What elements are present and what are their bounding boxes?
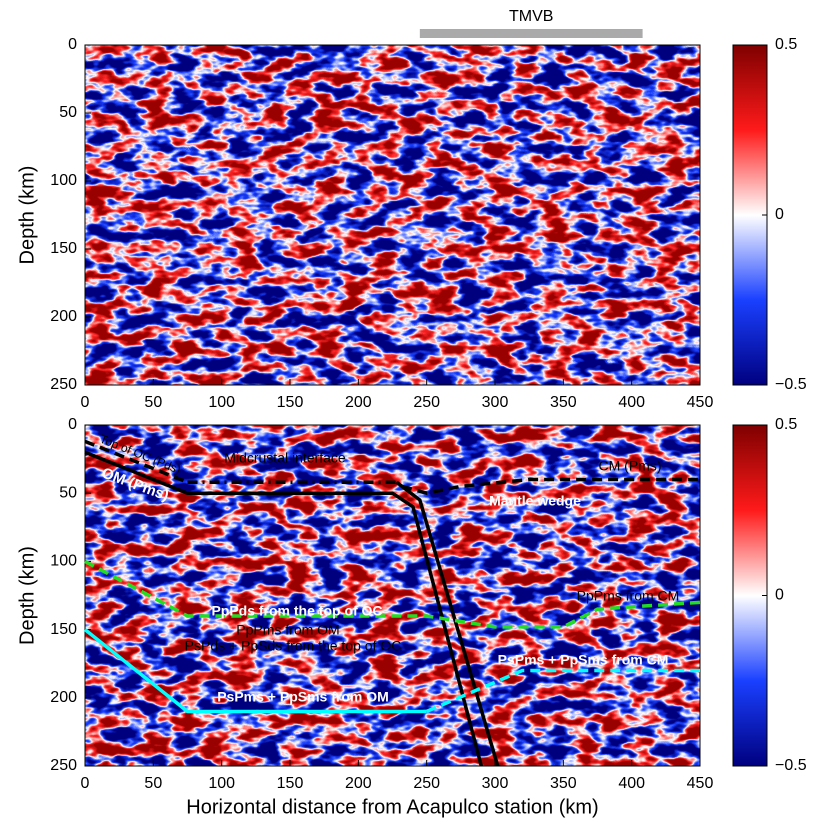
x-tick-label: 350 <box>550 394 577 411</box>
y-tick-label: 200 <box>50 308 77 325</box>
tmvb-label: TMVB <box>509 8 553 25</box>
y-tick-label: 200 <box>50 689 77 706</box>
colorbar-tick-label: −0.5 <box>775 757 807 774</box>
colorbar <box>732 424 768 767</box>
y-tick-label: 50 <box>59 484 77 501</box>
interpretation-line <box>425 668 700 714</box>
x-tick-label: 250 <box>413 775 440 792</box>
x-tick-label: 400 <box>618 394 645 411</box>
annotation: PsPds + PpSds from the top of OC <box>185 638 402 654</box>
annotation: Mantle wedge <box>489 493 581 509</box>
x-tick-label: 300 <box>482 775 509 792</box>
colorbar-tick-label: 0 <box>775 206 784 223</box>
x-tick-label: 100 <box>208 394 235 411</box>
y-axis-label: Depth (km) <box>16 546 38 645</box>
x-tick-label: 150 <box>277 394 304 411</box>
y-tick-label: 100 <box>50 553 77 570</box>
annotation: CM (Pms) <box>599 458 662 474</box>
tmvb-bar <box>419 29 643 38</box>
x-tick-label: 450 <box>687 394 714 411</box>
y-tick-label: 0 <box>68 36 77 53</box>
colorbar <box>732 44 768 386</box>
annotation: PpPms from OM <box>236 622 339 638</box>
x-tick-label: 450 <box>687 775 714 792</box>
x-tick-label: 150 <box>277 775 304 792</box>
x-tick-label: 200 <box>345 394 372 411</box>
annotation: PsPms + PpSms from CM <box>498 652 669 668</box>
interpretation-line <box>84 439 189 484</box>
plot-frame <box>84 44 701 386</box>
annotation: PpPms from CM <box>577 588 680 604</box>
interpretation-line <box>84 559 701 629</box>
y-tick-label: 100 <box>50 172 77 189</box>
x-axis-label: Horizontal distance from Acapulco statio… <box>186 796 598 818</box>
x-tick-label: 100 <box>208 775 235 792</box>
colorbar-tick-label: 0.5 <box>775 416 797 433</box>
interpretation-line <box>84 450 484 767</box>
interpretation-line <box>401 477 700 495</box>
x-tick-label: 50 <box>144 775 162 792</box>
colorbar-tick-label: 0 <box>775 587 784 604</box>
x-tick-label: 50 <box>144 394 162 411</box>
x-tick-label: 0 <box>81 394 90 411</box>
y-tick-label: 250 <box>50 757 77 774</box>
y-axis-label: Depth (km) <box>16 166 38 265</box>
plot-frame <box>84 424 701 767</box>
x-tick-label: 200 <box>345 775 372 792</box>
interpretation-line <box>83 628 427 714</box>
x-tick-label: 0 <box>81 775 90 792</box>
annotation: PsPms + PpSms from OM <box>217 689 389 705</box>
colorbar-tick-label: 0.5 <box>775 36 797 53</box>
x-tick-label: 400 <box>618 775 645 792</box>
y-tick-label: 50 <box>59 104 77 121</box>
colorbar-tick-label: −0.5 <box>775 376 807 393</box>
x-tick-label: 250 <box>413 394 440 411</box>
y-tick-label: 150 <box>50 240 77 257</box>
y-tick-label: 0 <box>68 416 77 433</box>
annotation: Midcrustal interface <box>224 450 346 466</box>
annotation: PpPds from the top of OC <box>211 603 382 619</box>
x-tick-label: 300 <box>482 394 509 411</box>
x-tick-label: 350 <box>550 775 577 792</box>
y-tick-label: 150 <box>50 621 77 638</box>
y-tick-label: 250 <box>50 376 77 393</box>
seismic-image <box>85 45 700 385</box>
